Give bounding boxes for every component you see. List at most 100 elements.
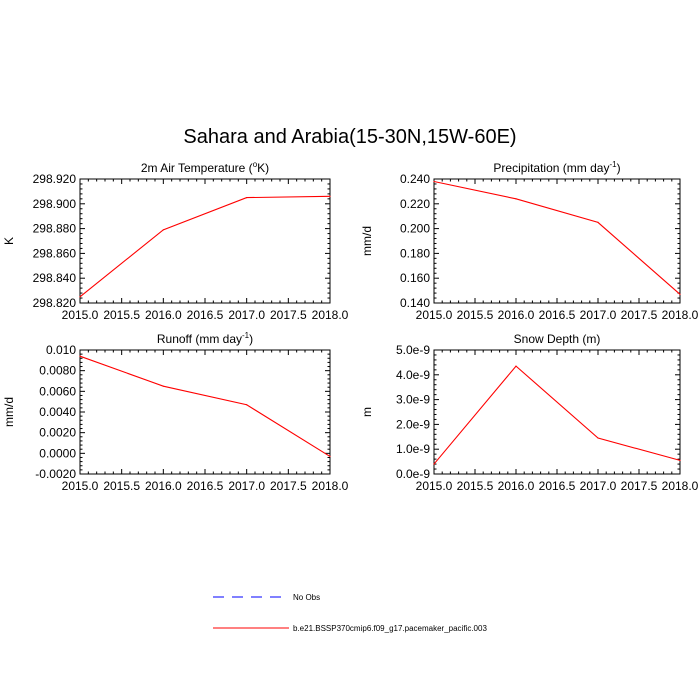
panel-2: Precipitation (mm day-1) 2015.0 2015.5 2016… xyxy=(360,160,699,322)
data-point xyxy=(433,463,435,465)
y-tick-label: 298.820 xyxy=(33,296,77,310)
y-tick-label: 0.200 xyxy=(400,222,430,236)
data-point xyxy=(679,293,681,295)
legend-label: b.e21.BSSP370cmip6.f09_g17.pacemaker_pac… xyxy=(293,624,487,633)
data-point xyxy=(597,221,599,223)
y-tick-label: 0.140 xyxy=(400,296,430,310)
x-tick-label: 2017.0 xyxy=(580,308,617,322)
y-tick-label: 298.840 xyxy=(33,271,77,285)
x-tick-label: 2018.0 xyxy=(312,479,349,493)
x-tick-label: 2015.0 xyxy=(62,308,99,322)
x-tick-label: 2015.5 xyxy=(103,308,140,322)
panel-title: Snow Depth (m) xyxy=(514,332,601,346)
y-tick-label: 298.900 xyxy=(33,197,77,211)
x-tick-label: 2015.5 xyxy=(457,308,494,322)
x-tick-label: 2016.0 xyxy=(498,308,535,322)
data-point xyxy=(433,180,435,183)
x-tick-label: 2015.5 xyxy=(103,479,140,493)
y-tick-label: 4.0e-9 xyxy=(396,368,430,382)
y-tick-label: 0.160 xyxy=(400,271,430,285)
y-tick-label: 1.0e-9 xyxy=(396,442,430,456)
panel-title-text: Runoff (mm day xyxy=(157,332,242,346)
x-tick-label: 2016.5 xyxy=(539,479,576,493)
data-point xyxy=(79,355,81,357)
y-tick-label: 0.0040 xyxy=(39,405,76,419)
y-tick-label: 0.0080 xyxy=(39,364,76,378)
panel-title-text: Precipitation (mm day xyxy=(493,161,609,175)
x-tick-label: 2017.5 xyxy=(621,308,658,322)
y-tick-label: 0.0e-9 xyxy=(396,467,430,481)
x-tick-label: 2018.0 xyxy=(662,479,699,493)
panel-title-text: 2m Air Temperature ( xyxy=(141,161,253,175)
y-tick-label: 0.0020 xyxy=(39,426,76,440)
legend-label: No Obs xyxy=(293,593,320,602)
y-tick-label: 0.220 xyxy=(400,197,430,211)
x-tick-label: 2018.0 xyxy=(312,308,349,322)
y-tick-label: 0.010 xyxy=(46,343,76,357)
series-line-1 xyxy=(433,180,681,295)
x-tick-label: 2016.0 xyxy=(145,479,182,493)
panel-4: Snow Depth (m) 2015.0 2015.5 2016.0 2016.5 20… xyxy=(360,332,699,493)
x-tick-label: 2016.0 xyxy=(145,308,182,322)
figure-title: Sahara and Arabia(15-30N,15W-60E) xyxy=(183,126,516,148)
series-line-1 xyxy=(79,195,331,298)
x-tick-label: 2017.0 xyxy=(228,308,265,322)
y-tick-label: 5.0e-9 xyxy=(396,343,430,357)
series-line-1 xyxy=(79,355,331,457)
x-tick-label: 2016.0 xyxy=(498,479,535,493)
x-tick-label: 2017.5 xyxy=(270,479,307,493)
plot-frame xyxy=(433,178,681,304)
data-point xyxy=(329,455,331,458)
y-tick-label: 0.240 xyxy=(400,172,430,186)
y-tick-label: 0.0000 xyxy=(39,446,76,460)
y-tick-label: 2.0e-9 xyxy=(396,417,430,431)
panel-3: Runoff (mm day-1) 2015.0 2015.5 2016.0 2016.… xyxy=(2,331,349,493)
y-tick-label: 0.0060 xyxy=(39,384,76,398)
y-axis-label: mm/d xyxy=(360,226,374,256)
data-point xyxy=(79,296,81,298)
y-tick-label: 298.920 xyxy=(33,172,77,186)
plot-frame xyxy=(79,178,331,304)
series-line-1 xyxy=(433,365,681,465)
data-point xyxy=(515,198,517,200)
data-point xyxy=(329,195,331,197)
x-tick-label: 2015.0 xyxy=(416,479,453,493)
data-point xyxy=(162,229,164,231)
panel-title-text: Snow Depth (m) xyxy=(514,332,601,346)
y-tick-label: 3.0e-9 xyxy=(396,393,430,407)
panel-title-tail: ) xyxy=(617,161,621,175)
panel-title: Runoff (mm day-1) xyxy=(157,331,253,346)
panel-title-tail: K) xyxy=(257,161,269,175)
y-axis-label: m xyxy=(360,407,374,417)
panel-title: Precipitation (mm day-1) xyxy=(493,160,620,175)
panel-title: 2m Air Temperature (oK) xyxy=(141,160,269,175)
data-point xyxy=(246,404,248,406)
x-tick-label: 2018.0 xyxy=(662,308,699,322)
panel-title-tail: ) xyxy=(249,332,253,346)
y-axis-label: K xyxy=(2,237,16,245)
x-tick-label: 2017.5 xyxy=(621,479,658,493)
y-tick-label: 298.880 xyxy=(33,222,77,236)
x-tick-label: 2017.0 xyxy=(580,479,617,493)
x-tick-label: 2015.5 xyxy=(457,479,494,493)
x-tick-label: 2016.5 xyxy=(187,308,224,322)
plot-frame xyxy=(433,349,681,475)
x-tick-label: 2015.0 xyxy=(416,308,453,322)
panel-title-superscript: -1 xyxy=(242,331,250,340)
panel-1: 2m Air Temperature (oK) 2015.0 2015.5 2016.… xyxy=(2,160,349,322)
data-point xyxy=(162,385,164,387)
panels: 2m Air Temperature (oK)2015.0 2015.5 2016.… xyxy=(2,160,699,493)
x-tick-label: 2016.5 xyxy=(187,479,224,493)
y-tick-label: 298.860 xyxy=(33,246,77,260)
x-tick-label: 2015.0 xyxy=(62,479,99,493)
panel-title-superscript: o xyxy=(253,160,258,169)
y-axis-label: mm/d xyxy=(2,397,16,427)
plot-frame xyxy=(79,349,331,475)
data-point xyxy=(679,459,681,461)
x-tick-label: 2017.5 xyxy=(270,308,307,322)
data-point xyxy=(515,365,517,367)
y-tick-label: 0.180 xyxy=(400,246,430,260)
legend: No Obs b.e21.BSSP370cmip6.f09_g17.pacemak… xyxy=(213,593,487,633)
panel-title-superscript: -1 xyxy=(609,160,617,169)
